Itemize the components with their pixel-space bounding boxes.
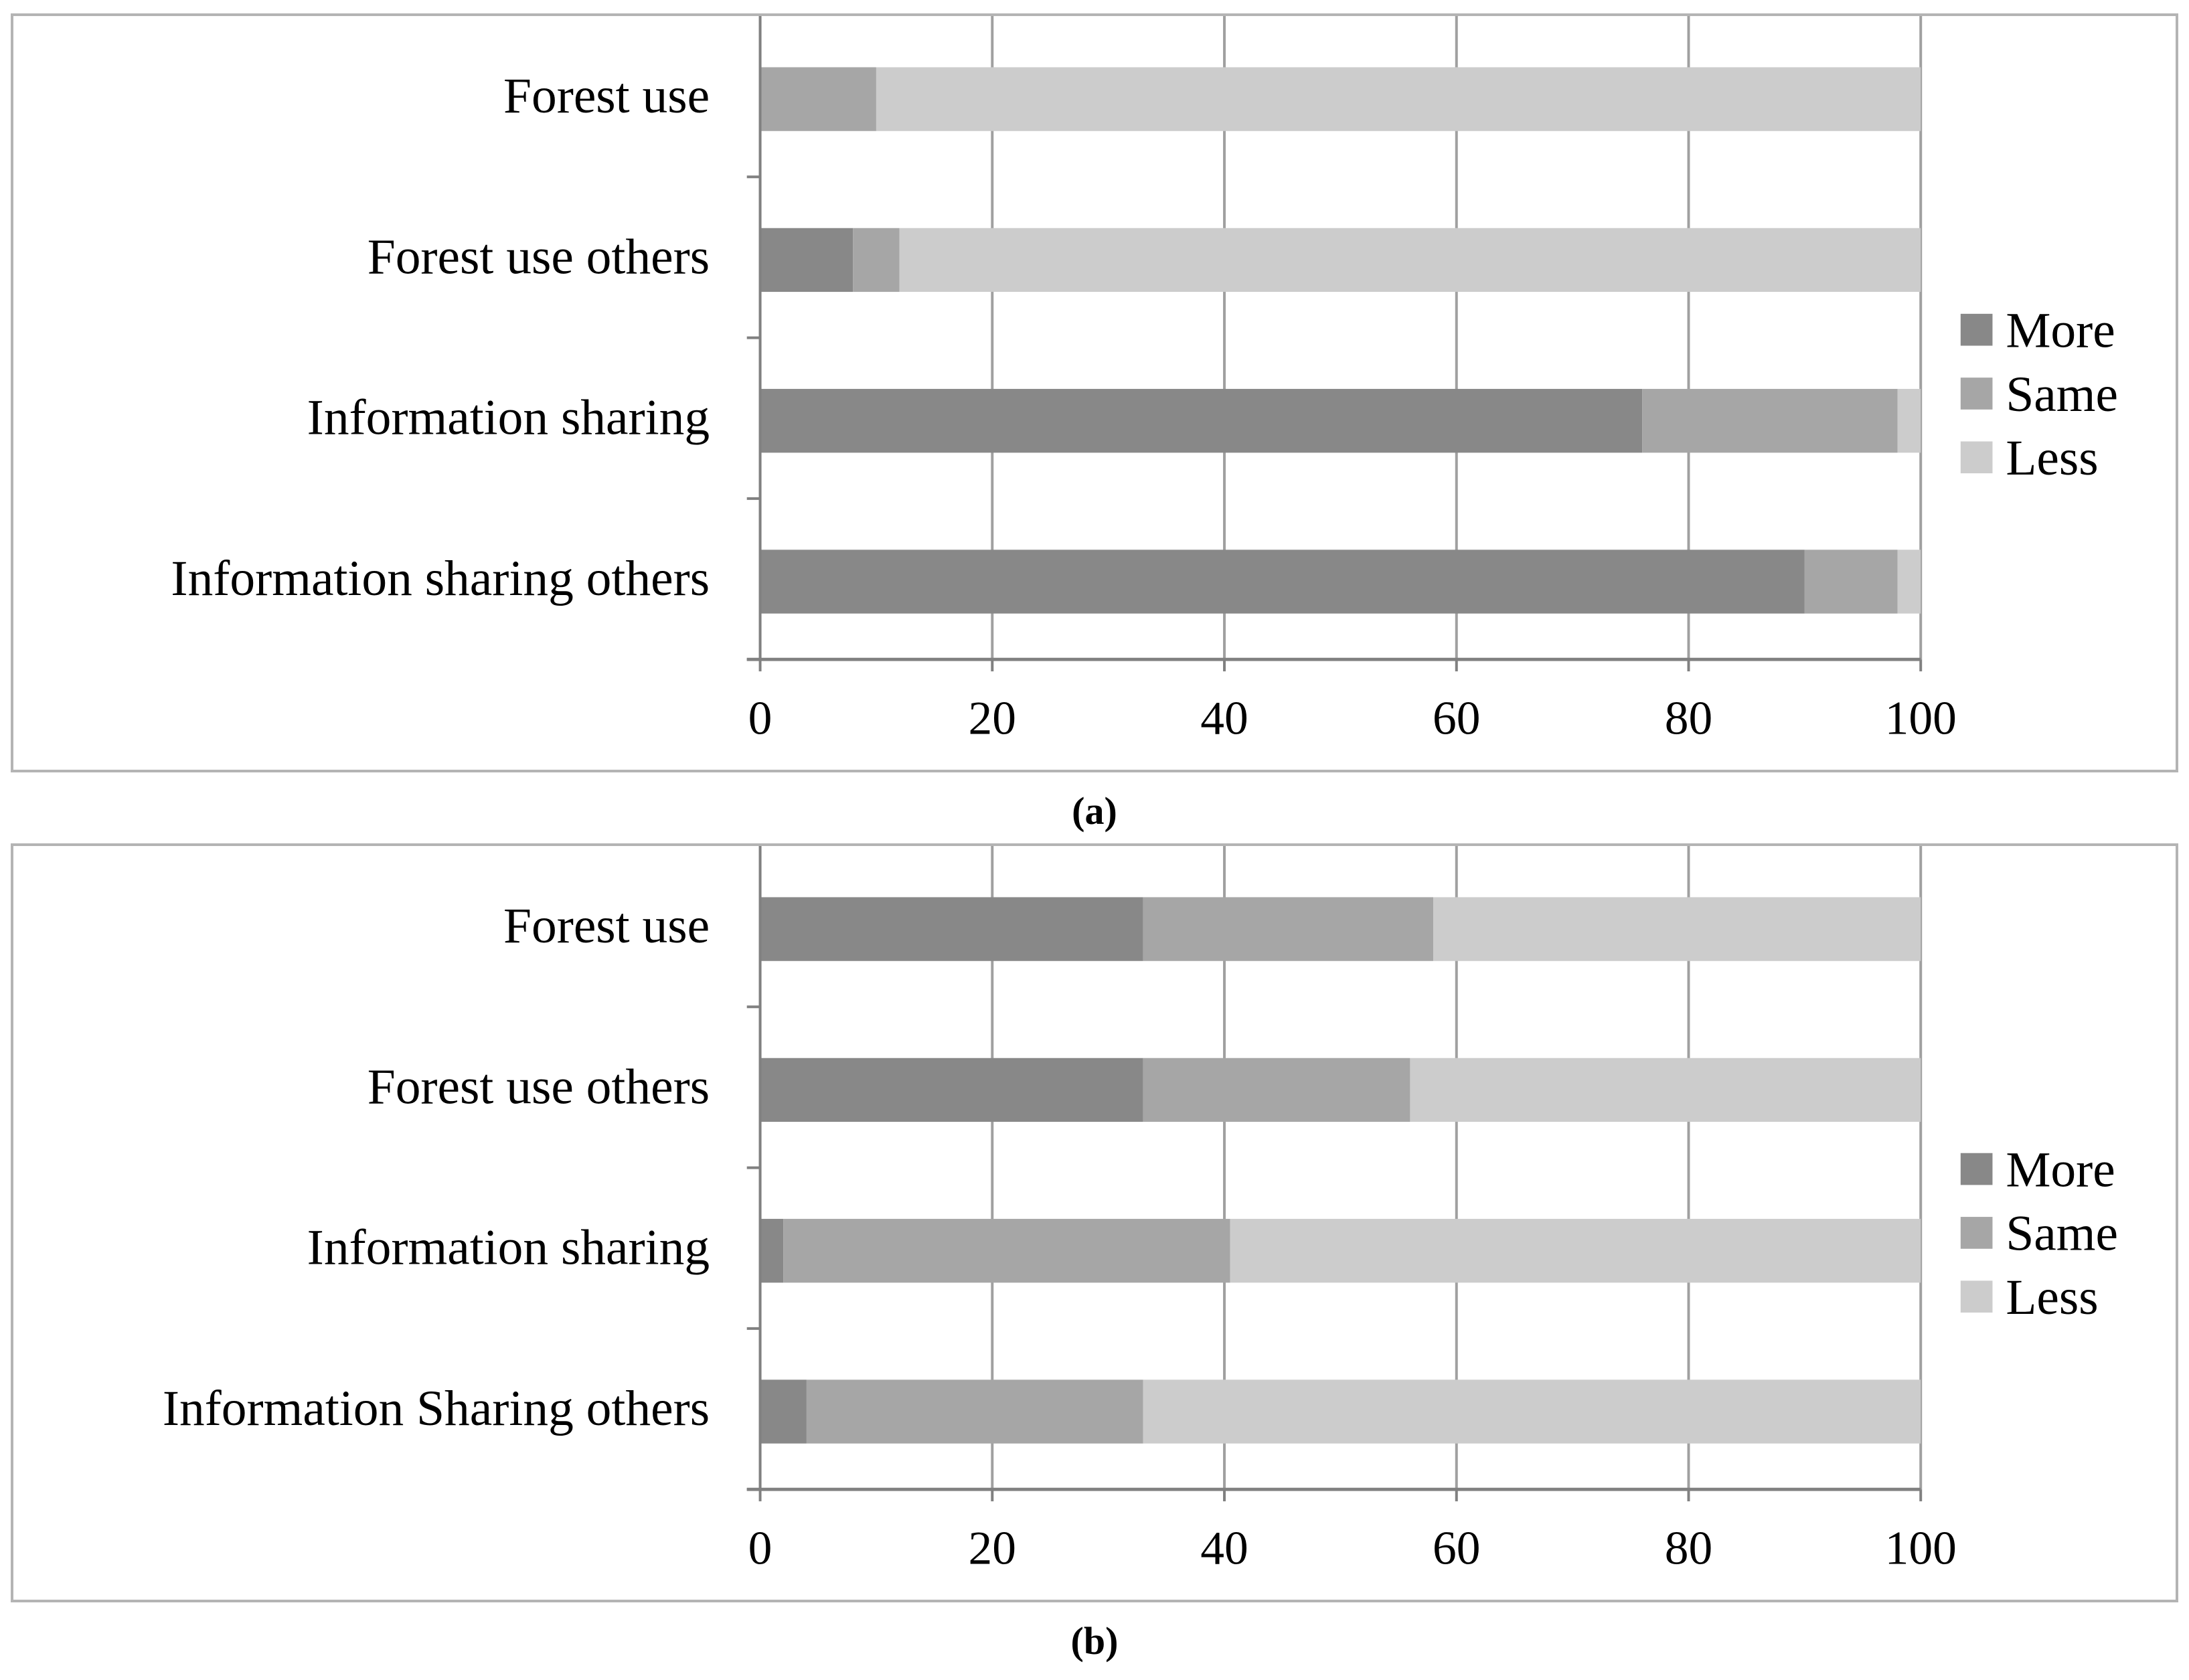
- x-tick-label: 0: [748, 691, 773, 744]
- legend-label-less: Less: [2006, 1270, 2098, 1325]
- legend-label-same: Same: [2006, 367, 2118, 422]
- x-tick-label: 60: [1433, 1521, 1480, 1574]
- chart-panel-a: Forest use Forest use others Information s…: [11, 13, 2178, 772]
- x-tick-label: 100: [1885, 1521, 1957, 1574]
- x-tick-label: 100: [1885, 691, 1957, 744]
- legend-swatch-same: [1960, 1217, 1993, 1249]
- bar-less-segment: [1410, 1058, 1921, 1122]
- legend-swatch-more: [1960, 1153, 1993, 1185]
- bar-same-segment: [806, 1379, 1143, 1444]
- legend-swatch-less: [1960, 1280, 1993, 1313]
- legend-label-more: More: [2006, 1142, 2115, 1197]
- category-label: Forest use: [503, 68, 710, 124]
- category-label: Information sharing: [307, 1220, 710, 1276]
- x-tick-label: 40: [1200, 1521, 1248, 1574]
- category-label: Forest use: [503, 898, 710, 954]
- chart-b-svg: Forest use Forest use others Information s…: [163, 846, 2118, 1574]
- category-label: Forest use others: [368, 1059, 710, 1114]
- bar-same-segment: [853, 228, 900, 292]
- bar-more-segment: [760, 550, 1805, 614]
- bar-less-segment: [899, 228, 1921, 292]
- legend-label-less: Less: [2006, 430, 2098, 486]
- panel-caption-b: (b): [1070, 1619, 1119, 1663]
- bar-same-segment: [760, 67, 876, 131]
- x-tick-label: 80: [1665, 1521, 1712, 1574]
- bar-less-segment: [876, 67, 1921, 131]
- bar-same-segment: [783, 1219, 1230, 1283]
- bar-same-segment: [1804, 550, 1898, 614]
- bar-more-segment: [760, 228, 854, 292]
- category-label: Forest use others: [368, 229, 710, 284]
- x-tick-label: 20: [969, 1521, 1016, 1574]
- legend-swatch-more: [1960, 313, 1993, 346]
- chart-a-svg: Forest use Forest use others Information s…: [171, 16, 2118, 744]
- legend-label-more: More: [2006, 303, 2115, 358]
- category-label: Information sharing others: [171, 551, 710, 606]
- x-tick-label: 0: [748, 1521, 773, 1574]
- bar-less-segment: [1897, 389, 1921, 453]
- bar-more-segment: [760, 897, 1143, 961]
- bar-less-segment: [1230, 1219, 1921, 1283]
- bar-same-segment: [1143, 1058, 1410, 1122]
- legend-swatch-same: [1960, 377, 1993, 410]
- legend-label-same: Same: [2006, 1206, 2118, 1262]
- x-tick-label: 20: [969, 691, 1016, 744]
- panel-caption-a: (a): [1072, 789, 1117, 833]
- bar-more-segment: [760, 1219, 784, 1283]
- bar-more-segment: [760, 1058, 1143, 1122]
- bar-less-segment: [1143, 1379, 1921, 1444]
- x-tick-label: 60: [1433, 691, 1480, 744]
- category-label: Information sharing: [307, 390, 710, 446]
- legend-swatch-less: [1960, 441, 1993, 474]
- category-label: Information Sharing others: [163, 1381, 710, 1436]
- bar-less-segment: [1897, 550, 1921, 614]
- chart-panel-b: Forest use Forest use others Information s…: [11, 843, 2178, 1602]
- bar-more-segment: [760, 1379, 807, 1444]
- bar-less-segment: [1433, 897, 1921, 961]
- x-tick-label: 40: [1200, 691, 1248, 744]
- bar-same-segment: [1642, 389, 1898, 453]
- bar-more-segment: [760, 389, 1643, 453]
- x-tick-label: 80: [1665, 691, 1712, 744]
- bar-same-segment: [1143, 897, 1434, 961]
